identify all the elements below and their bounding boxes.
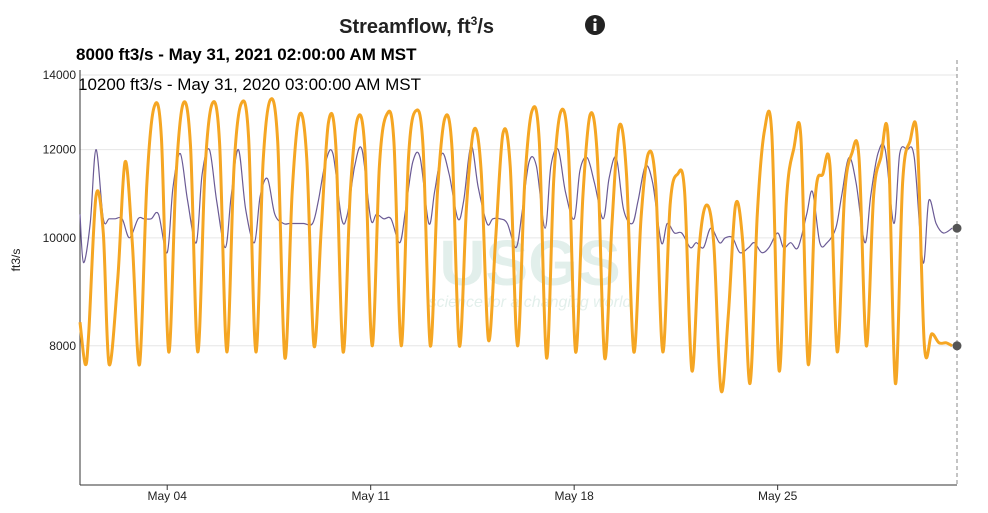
current-value-label: 8000 ft3/s - May 31, 2021 02:00:00 AM MS… <box>76 45 417 64</box>
x-tick-label: May 18 <box>554 489 594 503</box>
series-layer <box>78 97 953 394</box>
previous-value-label: 10200 ft3/s - May 31, 2020 03:00:00 AM M… <box>78 75 421 94</box>
y-tick-label: 12000 <box>43 143 77 157</box>
axis-layer: 14000 12000 10000 8000 May 04 May 11 May 18 May… <box>43 60 958 503</box>
y-tick-label: 8000 <box>49 339 76 353</box>
chart-title-suffix: /s <box>477 16 494 38</box>
info-circle-icon[interactable] <box>585 15 605 35</box>
y-tick-label: 10000 <box>43 231 77 245</box>
previous-endpoint-marker[interactable] <box>952 223 962 233</box>
chart-title-sup: 3 <box>471 14 478 28</box>
current-series-line <box>78 97 953 394</box>
usgs-watermark-tagline: science for a changing world <box>429 294 633 311</box>
usgs-watermark-logo: USGS <box>439 227 620 299</box>
x-tick-label: May 25 <box>758 489 798 503</box>
x-tick-label: May 11 <box>351 489 390 503</box>
current-endpoint-marker[interactable] <box>952 341 962 351</box>
endpoint-layer <box>952 223 962 351</box>
chart-title-main: Streamflow, ft <box>339 16 471 38</box>
y-tick-label: 14000 <box>43 68 77 82</box>
x-tick-label: May 04 <box>148 489 188 503</box>
y-axis-label: ft3/s <box>9 249 23 272</box>
chart-title: Streamflow, ft3/s <box>339 14 494 38</box>
usgs-watermark: USGS science for a changing world <box>429 227 633 311</box>
